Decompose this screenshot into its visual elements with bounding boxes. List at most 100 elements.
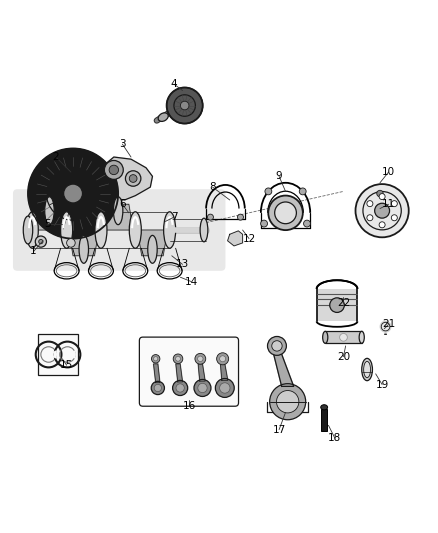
Circle shape: [180, 101, 189, 110]
Circle shape: [330, 298, 344, 312]
Ellipse shape: [158, 113, 168, 122]
Polygon shape: [95, 157, 152, 200]
Circle shape: [219, 383, 230, 393]
Polygon shape: [154, 364, 160, 383]
Circle shape: [270, 384, 306, 420]
Circle shape: [265, 188, 272, 195]
Ellipse shape: [23, 216, 33, 244]
Text: 6: 6: [119, 199, 126, 209]
Circle shape: [154, 384, 162, 392]
Circle shape: [215, 378, 234, 398]
Text: 4: 4: [171, 79, 177, 89]
Circle shape: [125, 171, 141, 186]
Ellipse shape: [60, 212, 73, 248]
Ellipse shape: [359, 332, 364, 343]
Circle shape: [379, 222, 385, 228]
Circle shape: [268, 336, 286, 356]
Circle shape: [391, 215, 397, 221]
Polygon shape: [198, 364, 205, 381]
Circle shape: [367, 215, 373, 221]
Polygon shape: [138, 230, 167, 256]
Circle shape: [173, 381, 188, 395]
Circle shape: [176, 357, 180, 361]
Ellipse shape: [323, 332, 328, 343]
Text: 10: 10: [382, 167, 395, 177]
Polygon shape: [228, 231, 243, 246]
Circle shape: [381, 322, 390, 331]
Text: 5: 5: [44, 219, 51, 229]
Bar: [321, 409, 327, 431]
Circle shape: [64, 184, 82, 203]
Circle shape: [151, 382, 164, 394]
Ellipse shape: [339, 334, 347, 341]
Circle shape: [219, 356, 226, 362]
Ellipse shape: [95, 212, 107, 248]
Circle shape: [198, 383, 207, 393]
Circle shape: [129, 175, 137, 182]
Text: 2: 2: [53, 152, 59, 162]
Circle shape: [237, 214, 244, 220]
Polygon shape: [69, 230, 99, 256]
Text: 21: 21: [382, 319, 395, 329]
Polygon shape: [35, 204, 64, 230]
Circle shape: [377, 190, 383, 197]
Circle shape: [217, 353, 229, 365]
Ellipse shape: [26, 212, 38, 248]
Bar: [325, 332, 362, 343]
Text: 13: 13: [176, 260, 189, 269]
Circle shape: [299, 188, 306, 195]
Text: 16: 16: [182, 401, 196, 411]
Circle shape: [35, 236, 46, 247]
Circle shape: [195, 353, 206, 364]
Text: 20: 20: [337, 352, 350, 361]
Circle shape: [378, 319, 393, 334]
Text: 22: 22: [337, 298, 350, 308]
Text: 3: 3: [119, 139, 126, 149]
Ellipse shape: [200, 218, 208, 242]
Circle shape: [194, 379, 211, 397]
Text: 12: 12: [242, 233, 256, 244]
Text: 18: 18: [328, 433, 342, 443]
Ellipse shape: [364, 361, 371, 378]
Polygon shape: [103, 204, 133, 230]
FancyBboxPatch shape: [317, 289, 357, 321]
Ellipse shape: [362, 358, 372, 381]
Text: 9: 9: [276, 172, 283, 181]
Text: 7: 7: [171, 212, 177, 222]
Circle shape: [268, 196, 303, 230]
Polygon shape: [273, 352, 294, 386]
Circle shape: [152, 354, 160, 363]
Circle shape: [176, 384, 184, 392]
Circle shape: [109, 165, 119, 175]
Circle shape: [154, 357, 158, 361]
Circle shape: [275, 202, 297, 224]
Text: 8: 8: [209, 182, 216, 192]
FancyBboxPatch shape: [13, 189, 226, 271]
Circle shape: [391, 200, 397, 207]
Ellipse shape: [129, 212, 141, 248]
Circle shape: [208, 214, 213, 220]
Circle shape: [304, 220, 311, 227]
Text: 19: 19: [375, 379, 389, 390]
Circle shape: [198, 356, 203, 361]
Circle shape: [67, 239, 75, 247]
Circle shape: [367, 200, 373, 207]
Polygon shape: [220, 364, 228, 381]
Text: 11: 11: [382, 199, 395, 209]
Circle shape: [39, 239, 43, 244]
Text: 1: 1: [30, 246, 37, 256]
Ellipse shape: [45, 197, 54, 224]
Text: 14: 14: [184, 277, 198, 287]
Bar: [38, 334, 78, 375]
Circle shape: [104, 160, 123, 180]
Ellipse shape: [148, 236, 157, 263]
Circle shape: [276, 391, 299, 413]
Circle shape: [374, 203, 389, 218]
Text: 17: 17: [272, 425, 286, 434]
Circle shape: [272, 341, 282, 351]
FancyBboxPatch shape: [139, 337, 239, 406]
Circle shape: [261, 220, 268, 227]
Circle shape: [356, 184, 409, 237]
Circle shape: [173, 354, 183, 364]
Circle shape: [379, 193, 385, 199]
